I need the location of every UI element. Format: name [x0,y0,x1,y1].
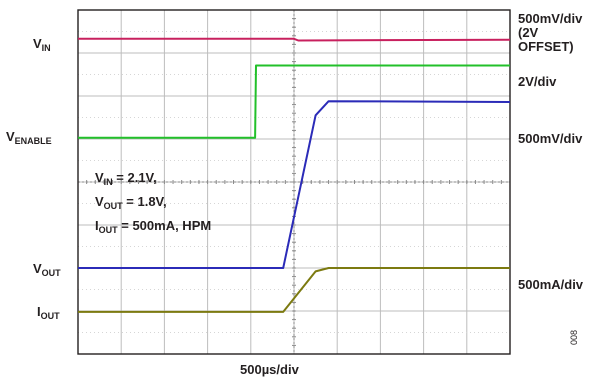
condition-vout: VOUT = 1.8V, [95,194,167,211]
vin-scale-label: 500mV/div (2V OFFSET) [518,11,583,54]
iout-channel-label: IOUT [37,304,60,321]
condition-iout: IOUT = 500mA, HPM [95,218,212,235]
figure-number: 008 [569,329,579,345]
venable-scale-label: 2V/div [518,74,557,89]
test-conditions-note: VIN = 2.1V, VOUT = 1.8V, IOUT = 500mA, H… [95,168,211,240]
iout-scale-label: 500mA/div [518,277,584,292]
trace-2 [78,100,511,269]
timebase-label: 500µs/div [240,362,299,377]
condition-vin: VIN = 2.1V, [95,170,157,187]
trace-0 [78,37,511,42]
vin-channel-label: VIN [33,36,51,53]
vout-scale-label: 500mV/div [518,131,583,146]
venable-channel-label: VENABLE [6,129,52,146]
vout-channel-label: VOUT [33,261,61,278]
plot-border [77,9,511,355]
trace-3 [78,267,510,313]
trace-1 [78,64,510,139]
